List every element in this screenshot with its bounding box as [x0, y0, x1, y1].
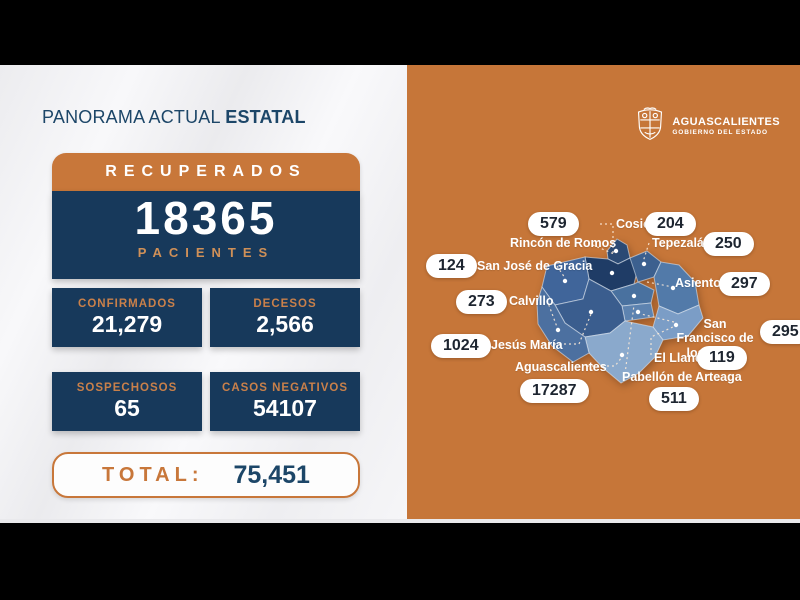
map-label-jesus-maria: Jesús María: [491, 338, 563, 352]
page-title-bold: ESTATAL: [225, 107, 306, 127]
total-card: TOTAL: 75,451: [52, 452, 360, 498]
map-label-el-llano: El Llano: [654, 351, 703, 365]
stats-panel: PANORAMA ACTUAL ESTATAL RECUPERADOS 1836…: [0, 65, 407, 523]
stat-label-confirmados: CONFIRMADOS: [78, 298, 176, 310]
map-value-jesus-maria: 1024: [431, 334, 491, 358]
recovered-card: 18365 PACIENTES: [52, 191, 360, 279]
map-label-asientos: Asientos: [675, 276, 728, 290]
stat-row-1: CONFIRMADOS 21,279 DECESOS 2,566: [52, 288, 360, 347]
map-value-san-jose-de-gracia: 124: [426, 254, 477, 278]
map-label-aguascalientes: Aguascalientes: [515, 360, 607, 374]
total-value: 75,451: [233, 460, 310, 489]
stat-label-casos-negativos: CASOS NEGATIVOS: [222, 382, 348, 394]
recovered-unit-label: PACIENTES: [137, 245, 275, 261]
map-value-cosio: 204: [645, 212, 696, 236]
logo-state-name: AGUASCALIENTES: [672, 116, 780, 128]
stat-label-decesos: DECESOS: [253, 298, 317, 310]
map-label-calvillo: Calvillo: [509, 294, 554, 308]
stat-card-confirmados: CONFIRMADOS 21,279: [52, 288, 202, 347]
map-shape-aguascalientes: [584, 320, 664, 384]
stat-value-confirmados: 21,279: [91, 311, 163, 337]
stat-value-decesos: 2,566: [256, 311, 314, 337]
aguascalientes-state-map: [536, 223, 704, 384]
map-value-san-francisco-de-los-romo: 295: [760, 320, 800, 344]
map-panel: AGUASCALIENTES GOBIERNO DEL ESTADO: [407, 65, 800, 523]
map-value-pabellon-de-arteaga: 511: [649, 387, 699, 411]
bottom-light-strip: [0, 519, 800, 523]
government-logo: AGUASCALIENTES GOBIERNO DEL ESTADO: [635, 105, 780, 147]
map-label-san-jose-de-gracia: San José de Gracia: [477, 259, 593, 273]
municipality-dots: [555, 248, 679, 358]
map-value-tepezala: 250: [703, 232, 754, 256]
map-value-rincon-de-romos: 579: [528, 212, 579, 236]
recovered-value: 18365: [134, 192, 278, 244]
infographic-stage: PANORAMA ACTUAL ESTATAL RECUPERADOS 1836…: [0, 65, 800, 523]
page-title-regular: PANORAMA ACTUAL: [42, 107, 221, 127]
total-label: TOTAL:: [102, 463, 204, 486]
page-title: PANORAMA ACTUAL ESTATAL: [42, 107, 306, 128]
stat-card-sospechosos: SOSPECHOSOS 65: [52, 372, 202, 431]
stat-label-sospechosos: SOSPECHOSOS: [76, 382, 178, 394]
map-label-rincon-de-romos: Rincón de Romos: [510, 236, 617, 250]
stat-row-2: SOSPECHOSOS 65 CASOS NEGATIVOS 54107: [52, 372, 360, 431]
map-shape-calvillo: [536, 285, 590, 363]
map-label-cosio: Cosio: [616, 217, 651, 231]
government-logo-text: AGUASCALIENTES GOBIERNO DEL ESTADO: [672, 116, 780, 136]
map-value-calvillo: 273: [456, 290, 507, 314]
map-value-aguascalientes: 17287: [520, 379, 589, 403]
map-value-asientos: 297: [719, 272, 770, 296]
map-label-tepezala: Tepezalá: [652, 236, 704, 250]
stat-card-casos-negativos: CASOS NEGATIVOS 54107: [210, 372, 360, 431]
recovered-header: RECUPERADOS: [52, 153, 360, 191]
stat-value-casos-negativos: 54107: [253, 395, 317, 421]
map-value-el-llano: 119: [697, 346, 747, 370]
map-label-pabellon-de-arteaga: Pabellón de Arteaga: [622, 370, 742, 384]
stat-card-decesos: DECESOS 2,566: [210, 288, 360, 347]
leader-lines: [544, 223, 676, 375]
state-coat-of-arms-icon: [635, 105, 665, 147]
kpi-card-stack: RECUPERADOS 18365 PACIENTES CONFIRMADOS …: [52, 153, 360, 498]
logo-gov-subtitle: GOBIERNO DEL ESTADO: [672, 129, 768, 136]
stat-value-sospechosos: 65: [114, 395, 140, 421]
